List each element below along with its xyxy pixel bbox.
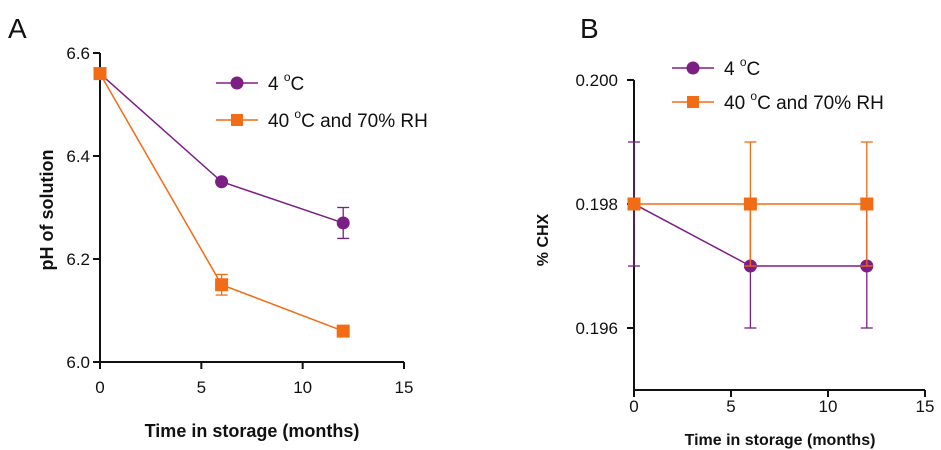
data-point-s40 bbox=[627, 197, 641, 211]
x-tick-label: 15 bbox=[395, 378, 414, 397]
legend-a-marker-4c bbox=[230, 76, 244, 90]
panel-b-plot-area bbox=[627, 141, 874, 329]
y-tick-label: 6.4 bbox=[66, 147, 90, 166]
data-point-s4 bbox=[215, 175, 229, 189]
series-s40 bbox=[627, 141, 874, 267]
legend-b-label-4c: 4 oC bbox=[724, 55, 760, 80]
legend-b-marker-40c bbox=[687, 96, 699, 108]
data-point-s40 bbox=[860, 197, 874, 211]
panel-b: B 0 5 10 15 0.196 0.198 0.200 Time in storage … bbox=[535, 13, 934, 449]
panel-a-axes bbox=[93, 52, 405, 369]
legend-b-label-40c: 40 oC and 70% RH bbox=[724, 89, 884, 114]
data-point-s4 bbox=[336, 216, 350, 230]
x-tick-label: 0 bbox=[95, 378, 104, 397]
legend-a-label-4c: 4 oC bbox=[268, 70, 304, 95]
x-tick-label: 5 bbox=[197, 378, 206, 397]
x-tick-label: 10 bbox=[293, 378, 312, 397]
panel-a-x-axis-label: Time in storage (months) bbox=[145, 421, 360, 441]
data-point-s40 bbox=[93, 67, 107, 81]
legend-b-marker-4c bbox=[686, 61, 700, 75]
panel-b-y-axis-label: % CHX bbox=[535, 213, 552, 266]
x-tick-label: 0 bbox=[629, 397, 638, 416]
panel-b-axes bbox=[627, 79, 926, 397]
panel-b-tick-labels: 0 5 10 15 0.196 0.198 0.200 bbox=[575, 71, 934, 416]
series-s4 bbox=[93, 67, 350, 240]
y-tick-label: 6.0 bbox=[66, 353, 90, 372]
legend-a-label-40c: 40 oC and 70% RH bbox=[268, 107, 428, 132]
y-tick-label: 6.6 bbox=[66, 44, 90, 63]
y-tick-label: 0.198 bbox=[575, 195, 618, 214]
panel-a-plot-area bbox=[93, 67, 350, 338]
panel-a: A 0 5 10 15 6.0 6.2 6.4 6.6 Time in storage (mo… bbox=[8, 13, 428, 441]
data-point-s40 bbox=[336, 324, 350, 338]
data-point-s40 bbox=[215, 278, 229, 292]
y-tick-label: 0.196 bbox=[575, 319, 618, 338]
x-tick-label: 5 bbox=[726, 397, 735, 416]
panel-a-legend: 4 oC 40 oC and 70% RH bbox=[216, 70, 428, 132]
data-point-s40 bbox=[743, 197, 757, 211]
panel-b-letter: B bbox=[580, 13, 599, 44]
panel-a-y-axis-label: pH of solution bbox=[37, 150, 57, 271]
legend-a-marker-40c bbox=[231, 114, 243, 126]
x-tick-label: 10 bbox=[819, 397, 838, 416]
series-line-s4 bbox=[99, 73, 344, 224]
panel-a-tick-labels: 0 5 10 15 6.0 6.2 6.4 6.6 bbox=[66, 44, 413, 397]
y-tick-label: 0.200 bbox=[575, 71, 618, 90]
panel-b-legend: 4 oC 40 oC and 70% RH bbox=[672, 55, 884, 114]
panel-a-letter: A bbox=[8, 13, 27, 44]
panel-b-x-axis-label: Time in storage (months) bbox=[685, 432, 876, 449]
y-tick-label: 6.2 bbox=[66, 250, 90, 269]
x-tick-label: 15 bbox=[916, 397, 935, 416]
series-s40 bbox=[93, 67, 350, 338]
